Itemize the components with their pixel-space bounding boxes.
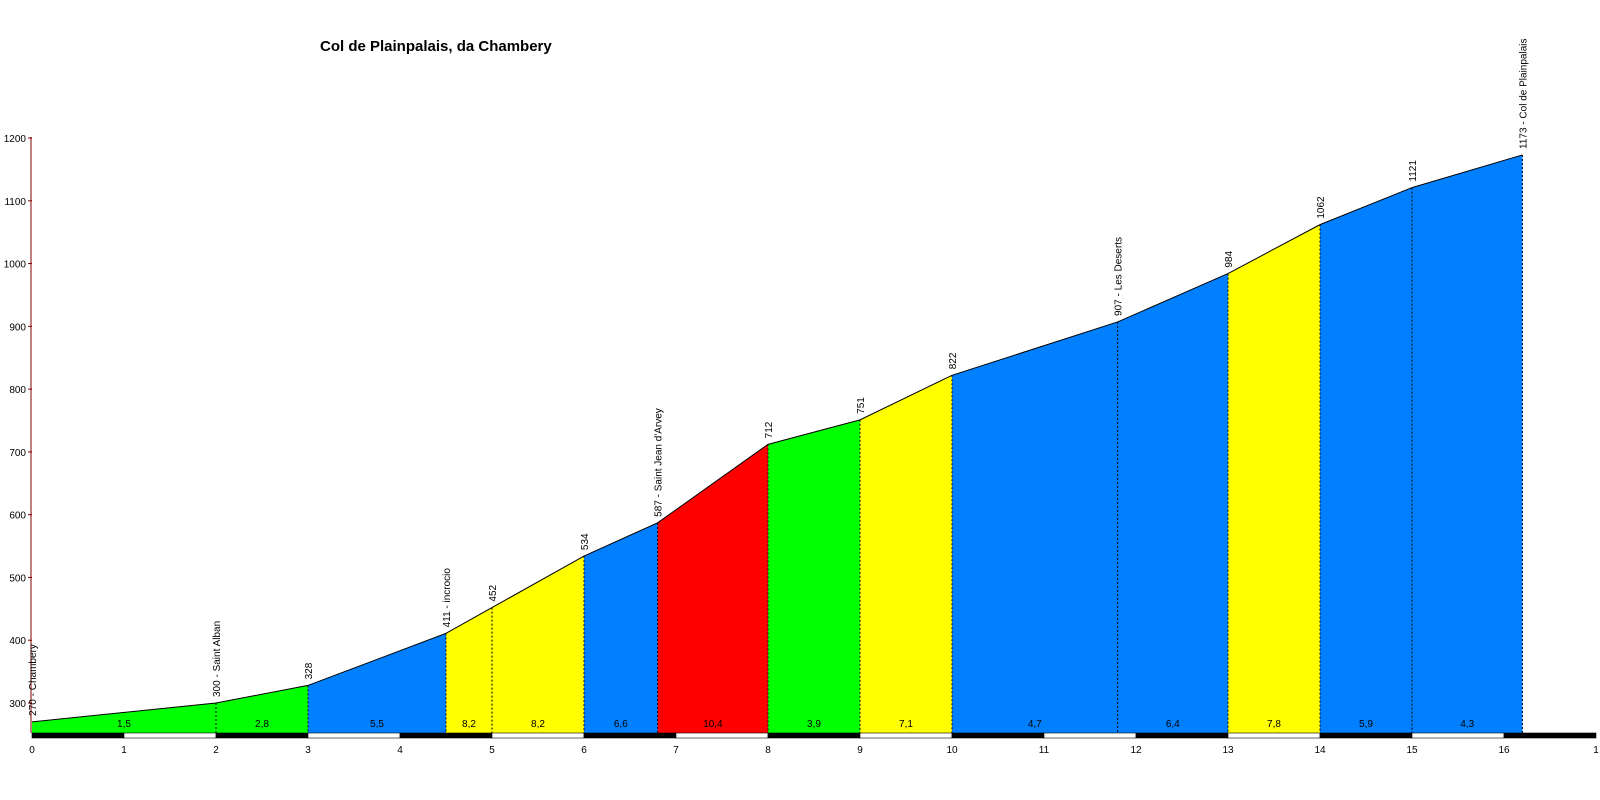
point-label: 1062 (1316, 196, 1327, 219)
gradient-label: 2,8 (255, 719, 269, 730)
scale-bar-block (215, 732, 309, 739)
x-tick-label: 1 (1593, 745, 1599, 756)
gradient-area-7 (860, 375, 952, 733)
gradient-label: 6,4 (1166, 719, 1180, 730)
scale-bar-block (767, 732, 861, 739)
gradient-area-5 (657, 444, 768, 733)
gradient-label: 8,2 (462, 719, 476, 730)
y-tick-label: 300 (9, 699, 26, 710)
scale-bar-block (583, 732, 677, 739)
x-tick-label: 4 (397, 745, 403, 756)
gradient-label: 10,4 (703, 719, 723, 730)
x-tick-label: 9 (857, 745, 863, 756)
gradient-area-9 (1228, 224, 1320, 733)
x-tick-label: 8 (765, 745, 771, 756)
point-label: 411 - incrocio (442, 568, 453, 628)
gradient-label: 7,8 (1267, 719, 1281, 730)
gradient-area-10 (1320, 154, 1523, 733)
point-label: 328 (304, 662, 315, 679)
gradient-label: 4,3 (1460, 719, 1474, 730)
x-tick-label: 1 (121, 745, 127, 756)
gradient-area-6 (768, 419, 860, 733)
point-label: 822 (948, 352, 959, 369)
segment-dividers (215, 154, 1523, 733)
scale-bar-block (1503, 732, 1597, 739)
y-tick-label: 700 (9, 448, 26, 459)
y-tick-label: 400 (9, 636, 26, 647)
y-tick-label: 1000 (4, 260, 27, 271)
gradient-label: 3,9 (807, 719, 821, 730)
point-label: 712 (764, 421, 775, 438)
scale-bar-block (399, 732, 493, 739)
x-tick-label: 11 (1039, 745, 1050, 756)
scale-bar-block (1319, 732, 1413, 739)
point-label: 587 - Saint Jean d'Arvey (654, 408, 665, 517)
scale-bar-block (1227, 732, 1321, 739)
x-tick-label: 7 (673, 745, 679, 756)
scale-bar-block (491, 732, 585, 739)
scale-bar-block (1135, 732, 1229, 739)
gradient-area-8 (952, 273, 1228, 733)
scale-bar-block (951, 732, 1045, 739)
gradient-label: 7,1 (899, 719, 913, 730)
x-tick-label: 3 (305, 745, 311, 756)
point-label: 270 - Chambery (28, 644, 39, 716)
gradient-area-3 (446, 556, 584, 733)
scale-bar-block (31, 732, 125, 739)
gradient-label: 6,6 (614, 719, 628, 730)
gradient-area-1 (32, 685, 308, 733)
point-label: 1121 (1408, 160, 1419, 182)
x-tick-label: 5 (489, 745, 495, 756)
gradient-label: 8,2 (531, 719, 545, 730)
gradient-label: 1,5 (117, 719, 131, 730)
point-label: 907 - Les Deserts (1114, 237, 1125, 316)
x-tick-label: 16 (1498, 745, 1510, 756)
y-tick-label: 1100 (4, 197, 26, 208)
y-tick-label: 500 (9, 573, 26, 584)
y-tick-label: 800 (9, 385, 26, 396)
scale-bar-block (1043, 732, 1137, 739)
x-tick-label: 0 (29, 745, 35, 756)
scale-bar-block (675, 732, 769, 739)
chart-title: Col de Plainpalais, da Chambery (320, 38, 552, 55)
labels: 1,5 2,8 5,5 8,2 8,2 6,6 10,4 3,9 7,1 4,7 6,4 7,8 5,9… (28, 38, 1529, 730)
point-label: 751 (856, 397, 867, 414)
x-tick-label: 12 (1130, 745, 1142, 756)
y-tick-label: 1200 (4, 134, 27, 145)
y-tick-label: 600 (9, 511, 26, 522)
point-label: 1173 - Col de Plainpalais (1518, 38, 1529, 148)
point-label: 984 (1224, 250, 1235, 267)
point-label: 534 (580, 533, 591, 550)
scale-bar-block (123, 732, 217, 739)
gradient-area-2 (308, 633, 446, 733)
gradient-area-4 (584, 522, 658, 733)
x-tick-label: 2 (213, 745, 219, 756)
x-tick-label: 10 (946, 745, 958, 756)
x-tick-label: 15 (1406, 745, 1418, 756)
gradient-label: 5,5 (370, 719, 384, 730)
x-tick-label: 13 (1222, 745, 1234, 756)
gradient-areas (32, 154, 1523, 733)
scale-bar-block (859, 732, 953, 739)
gradient-label: 5,9 (1359, 719, 1373, 730)
point-label: 452 (488, 584, 499, 601)
x-tick-label: 6 (581, 745, 587, 756)
scale-bar-block (1411, 732, 1505, 739)
y-tick-label: 900 (9, 322, 26, 333)
point-label: 300 - Saint Alban (212, 621, 223, 697)
x-tick-label: 14 (1314, 745, 1326, 756)
scale-bar-block (307, 732, 401, 739)
gradient-label: 4,7 (1028, 719, 1042, 730)
distance-scale-bar (31, 732, 1597, 739)
